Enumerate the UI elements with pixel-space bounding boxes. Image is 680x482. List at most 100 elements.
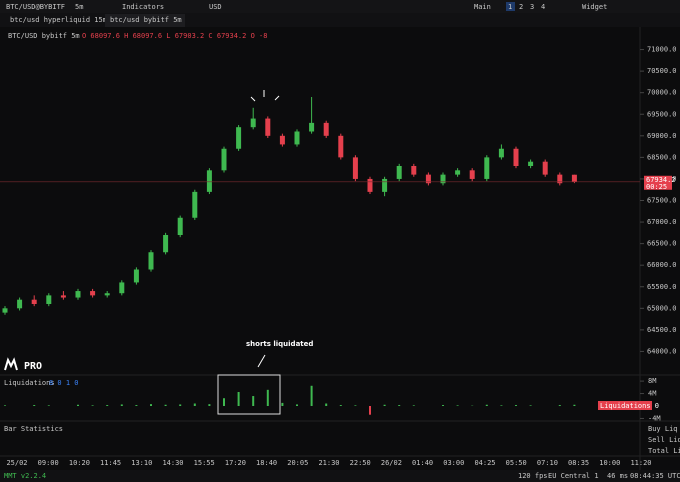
liq-bar — [398, 405, 401, 406]
liq-tick-label: -4M — [648, 414, 661, 422]
time-label: 09:00 — [38, 459, 59, 467]
candle-body — [440, 174, 446, 184]
logo-mark — [4, 357, 18, 371]
pane-title: Liquidations — [4, 379, 55, 387]
candle-body — [528, 161, 534, 166]
layout-btn[interactable]: 3 — [530, 3, 534, 11]
time-label: 03:00 — [443, 459, 464, 467]
time-label: 26/02 — [381, 459, 402, 467]
y-tick-label: 65000.0 — [647, 304, 677, 312]
candle-body — [411, 166, 417, 175]
pane-title: Bar Statistics — [4, 425, 63, 433]
stat-label: Buy Liq — [648, 425, 678, 433]
time-label: 20:05 — [287, 459, 308, 467]
time-label: 10:20 — [69, 459, 90, 467]
candle-body — [484, 157, 490, 179]
liq-bar — [383, 404, 386, 406]
candle-body — [279, 135, 285, 145]
time-label: 21:30 — [318, 459, 339, 467]
tab[interactable]: btc/usd bybitf 5m — [110, 16, 182, 24]
y-tick-label: 70000.0 — [647, 89, 677, 97]
y-tick-label: 70500.0 — [647, 67, 677, 75]
candle-body — [498, 148, 504, 158]
candle-body — [75, 291, 81, 298]
time-label: 11:45 — [100, 459, 121, 467]
time-label: 18:40 — [256, 459, 277, 467]
time-label: 04:25 — [474, 459, 495, 467]
candle-body — [265, 118, 271, 136]
y-tick-label: 65500.0 — [647, 283, 677, 291]
candle-body — [455, 170, 461, 175]
liq-bar — [47, 405, 50, 406]
layout-btn[interactable]: 1 — [508, 3, 512, 11]
candle-body — [236, 127, 242, 149]
liq-bar — [223, 398, 225, 406]
status-bar — [0, 470, 680, 482]
layout-active — [506, 2, 515, 11]
candle-body — [192, 191, 198, 218]
countdown: 00:25 — [646, 183, 667, 191]
layout[interactable]: Main — [474, 3, 491, 11]
currency[interactable]: USD — [209, 3, 222, 11]
candle-body — [396, 166, 402, 179]
candle-body — [17, 299, 23, 309]
interval[interactable]: 5m — [75, 3, 83, 11]
indicators[interactable]: Indicators — [122, 3, 164, 11]
liq-bar — [369, 406, 371, 415]
candle-body — [469, 170, 475, 179]
liq-bar — [252, 396, 255, 406]
time-label: 14:30 — [162, 459, 183, 467]
liq-bar — [120, 404, 123, 406]
ohlc: O 68097.6 H 68097.6 L 67903.2 C 67934.2 … — [82, 32, 267, 40]
candle-body — [221, 148, 227, 171]
version: MMT v2.2.4 — [4, 472, 46, 480]
annotation: shorts liquidated — [246, 340, 313, 348]
y-tick-label: 68500.0 — [647, 153, 677, 161]
liq-bar — [164, 404, 167, 406]
last-price: 67934.2 — [646, 176, 676, 184]
candle-body — [31, 299, 37, 304]
candle-body — [148, 252, 154, 270]
liq-tick-label: 8M — [648, 377, 656, 385]
liq-bar — [325, 403, 328, 406]
candle-body — [571, 174, 577, 182]
candle-body — [163, 235, 169, 253]
tab-active — [105, 14, 185, 27]
liq-bar — [208, 404, 211, 406]
annotation-arrow — [257, 354, 266, 368]
liq-bar — [296, 404, 298, 406]
layout-btn[interactable]: 2 — [519, 3, 523, 11]
candle-body — [133, 269, 139, 283]
time-label: 05:50 — [506, 459, 527, 467]
symbol[interactable]: BTC/USD@BYBITF — [6, 3, 65, 11]
liq-bar — [281, 402, 284, 406]
widget[interactable]: Widget — [582, 3, 607, 11]
liq-bar — [33, 405, 36, 406]
liq-bar — [106, 405, 109, 406]
candle-body — [323, 122, 329, 136]
candle-body — [90, 291, 96, 296]
liq-tick-label: 4M — [648, 390, 656, 398]
y-tick-label: 67500.0 — [647, 197, 677, 205]
candle-body — [382, 178, 388, 192]
candle-body — [557, 174, 563, 184]
chart-title: BTC/USD bybitf 5m — [8, 32, 80, 40]
layout-btn[interactable]: 4 — [541, 3, 545, 11]
candle-body — [2, 308, 8, 313]
last-price-box — [644, 175, 672, 190]
liq-bar — [339, 405, 342, 406]
peak-tick — [274, 95, 280, 101]
time-label: 13:10 — [131, 459, 152, 467]
time-label: 10:00 — [599, 459, 620, 467]
pane-values: 8 0 1 0 — [49, 379, 79, 387]
liq-bar — [515, 405, 517, 406]
stat-label: Sell Liq — [648, 436, 680, 444]
liq-bar — [354, 405, 357, 406]
fps: 120 fps — [518, 472, 548, 480]
liq-bar — [150, 404, 152, 406]
tab[interactable]: btc/usd hyperliquid 15m — [10, 16, 107, 24]
liq-bar — [412, 405, 415, 406]
